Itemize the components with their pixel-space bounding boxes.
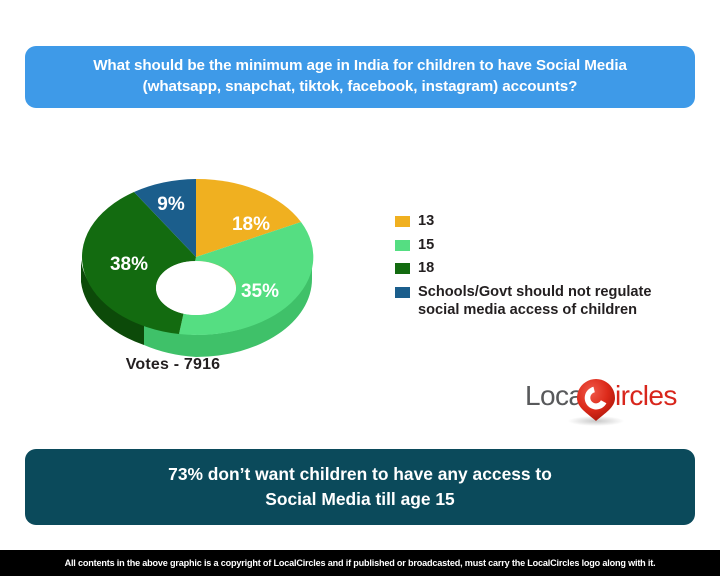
footer-copyright-text: All contents in the above graphic is a c…: [64, 558, 656, 568]
legend-item-18: 18: [395, 259, 685, 277]
question-text: What should be the minimum age in India …: [93, 56, 627, 98]
donut-center-hole: [156, 261, 236, 315]
donut-chart-svg: 18% 35% 38% 9%: [81, 178, 314, 357]
logo-pin-icon: [577, 379, 615, 421]
legend-label-schools-govt: Schools/Govt should not regulate social m…: [418, 284, 652, 319]
legend-item-13: 13: [395, 212, 685, 230]
legend-item-schools-govt: Schools/Govt should not regulate social m…: [395, 283, 685, 319]
legend-swatch-schools-govt: [395, 287, 410, 299]
slice-13: [196, 178, 301, 257]
slice-schools-govt: [134, 179, 196, 257]
legend-swatch-18: [395, 263, 410, 275]
slice-label-schools-govt: 9%: [157, 194, 185, 215]
logo-text-circles: ircles: [615, 380, 677, 411]
conclusion-line-1: 73% don’t want children to have any acce…: [168, 464, 552, 485]
conclusion-line-2: Social Media till age 15: [265, 489, 455, 509]
logo-pin-letter-c: [584, 386, 607, 410]
legend-swatch-13: [395, 216, 410, 227]
legend-swatch-15: [395, 239, 410, 251]
donut-chart: 18% 35% 38% 9% Votes - 7916: [48, 160, 348, 385]
question-line-1: What should be the minimum age in India …: [93, 57, 627, 75]
slice-label-13: 18%: [232, 214, 270, 235]
footer-copyright-bar: All contents in the above graphic is a c…: [0, 550, 720, 576]
localcircles-logo: Local ircles: [525, 379, 677, 426]
legend-label-13: 13: [418, 213, 435, 229]
donut-3d-depth: [81, 256, 313, 357]
legend-label-15: 15: [418, 236, 435, 253]
slice-label-15: 35%: [241, 281, 279, 302]
conclusion-banner: 73% don’t want children to have any acce…: [25, 449, 695, 525]
legend-label-18: 18: [418, 260, 435, 277]
question-line-2: (whatsapp, snapchat, tiktok, facebook, i…: [142, 78, 578, 95]
chart-legend: 13 15 18 Schools/Govt should not regulat…: [395, 212, 685, 325]
conclusion-text: 73% don’t want children to have any acce…: [168, 462, 552, 511]
slice-label-18: 38%: [110, 254, 148, 275]
votes-caption: Votes - 7916: [125, 356, 221, 373]
question-banner: What should be the minimum age in India …: [25, 46, 695, 108]
legend-item-15: 15: [395, 236, 685, 254]
